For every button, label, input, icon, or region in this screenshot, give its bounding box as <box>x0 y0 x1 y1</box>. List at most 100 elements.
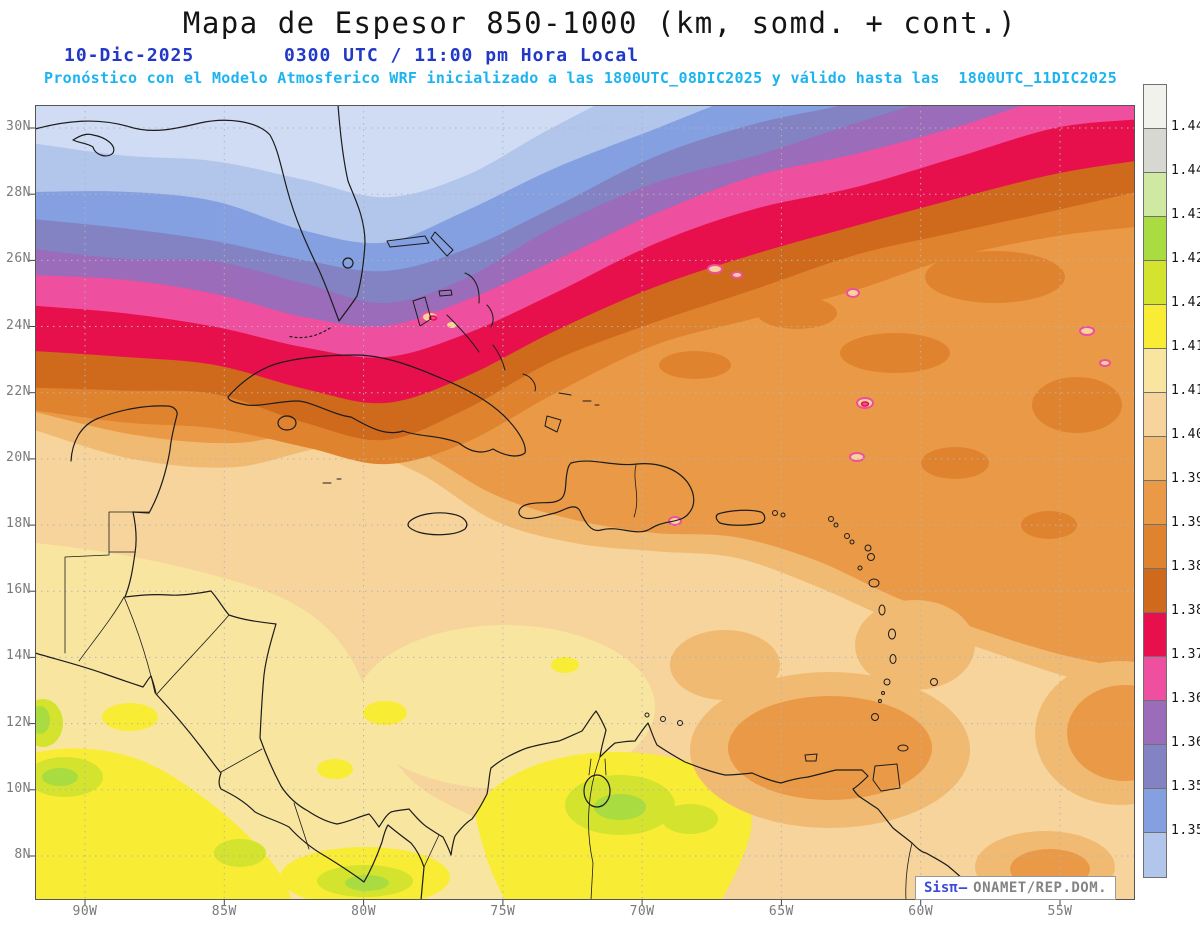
colorbar-swatch <box>1144 701 1166 745</box>
coastline-jamaica <box>407 512 468 536</box>
lon-tick-label: 70W <box>629 904 655 919</box>
lon-tick-label: 75W <box>490 904 516 919</box>
lon-tick-label: 60W <box>908 904 934 919</box>
lon-tick-label: 65W <box>768 904 794 919</box>
coastline-puerto-rico <box>715 509 766 526</box>
contour-patch <box>551 657 579 673</box>
coastline-central-america <box>70 405 980 900</box>
coastline-cuba <box>227 354 526 457</box>
contour-blob <box>1067 685 1135 781</box>
colorbar-value: 1.368 <box>1171 691 1200 706</box>
lon-tick-label: 80W <box>351 904 377 919</box>
thickness-bands <box>35 105 1135 696</box>
contour-patch <box>355 625 655 789</box>
contour-ring <box>731 271 743 279</box>
colorbar-value: 1.404 <box>1171 427 1200 442</box>
contour-patch <box>42 768 78 786</box>
isla-juventud <box>277 415 297 431</box>
contour-blob <box>1032 377 1122 433</box>
valid-time: 0300 UTC / 11:00 pm Hora Local <box>284 45 640 66</box>
colorbar-value: 1.422 <box>1171 295 1200 310</box>
colorbar-swatch <box>1144 393 1166 437</box>
watermark-separator: — <box>958 880 968 896</box>
watermark: Sisπ — ONAMET/REP.DOM. <box>915 876 1117 900</box>
lat-tick-label: 18N <box>6 516 31 532</box>
colorbar-value: 1.428 <box>1171 251 1200 266</box>
contour-blob <box>925 251 1065 303</box>
page-title: Mapa de Espesor 850-1000 (km, somd. + co… <box>182 6 1018 40</box>
coastline-lesser-antilles <box>644 510 938 792</box>
watermark-org: ONAMET/REP.DOM. <box>973 880 1108 896</box>
lon-tick-label: 85W <box>211 904 237 919</box>
colorbar-value: 1.41 <box>1171 383 1200 398</box>
colorbar-swatch <box>1144 217 1166 261</box>
colorbar-swatch <box>1144 129 1166 173</box>
contour-ring <box>707 264 723 274</box>
map-border <box>35 105 1135 900</box>
lake-okeechobee <box>342 257 354 269</box>
colorbar-value: 1.38 <box>1171 603 1200 618</box>
coastline-caymans <box>322 478 342 484</box>
colorbar-swatch <box>1144 525 1166 569</box>
contour-blob <box>840 333 950 373</box>
contour-blob <box>670 630 780 700</box>
colorbar-value: 1.362 <box>1171 735 1200 750</box>
lat-tick-label: 12N <box>6 714 31 730</box>
coastline-gulf-florida <box>35 105 366 322</box>
colorbar-value: 1.35 <box>1171 823 1200 838</box>
coastlines <box>35 105 980 900</box>
map-canvas <box>29 105 1135 906</box>
lat-tick-label: 8N <box>14 847 31 862</box>
contour-ring <box>1079 326 1095 336</box>
colorbar-value: 1.356 <box>1171 779 1200 794</box>
colorbar-swatch <box>1144 833 1166 877</box>
lat-tick-label: 26N <box>6 251 31 267</box>
lat-tick-label: 20N <box>6 449 31 465</box>
southeast-orange-blobs <box>670 600 1135 900</box>
lat-tick-label: 28N <box>6 185 31 201</box>
colorbar-swatch <box>1144 481 1166 525</box>
colorbar-swatch <box>1144 173 1166 217</box>
contour-patch <box>662 804 718 834</box>
contour-blob <box>757 297 837 329</box>
coastline-florida-keys <box>287 327 331 339</box>
colorbar-swatch <box>1144 305 1166 349</box>
colorbar-value: 1.392 <box>1171 515 1200 530</box>
contour-ring <box>849 452 865 462</box>
forecast-description: Pronóstico con el Modelo Atmosferico WRF… <box>44 69 1118 87</box>
colorbar-swatch <box>1144 437 1166 481</box>
colorbar-swatch <box>1144 85 1166 129</box>
contour-blob <box>659 351 731 379</box>
colorbar-swatch <box>1144 349 1166 393</box>
colorbar <box>1143 84 1167 878</box>
contour-patch <box>102 703 158 731</box>
colorbar-value: 1.446 <box>1171 119 1200 134</box>
contour-patch <box>594 794 646 820</box>
southern-warm-patches <box>35 543 752 900</box>
lat-tick-label: 24N <box>6 317 31 333</box>
colorbar-value: 1.386 <box>1171 559 1200 574</box>
colorbar-swatch <box>1144 789 1166 833</box>
coastline-mississippi-delta <box>72 133 115 157</box>
lon-tick-label: 55W <box>1047 904 1073 919</box>
colorbar-value: 1.398 <box>1171 471 1200 486</box>
contour-patch <box>345 875 389 891</box>
contour-patch <box>317 759 353 779</box>
lon-tick-label: 90W <box>72 904 98 919</box>
lat-tick-label: 14N <box>6 648 31 664</box>
contour-blob <box>855 600 975 690</box>
lat-tick-label: 22N <box>6 383 31 399</box>
contour-patch <box>35 706 50 734</box>
watermark-brand: Sisπ <box>924 880 958 896</box>
country-borders <box>64 464 913 900</box>
contour-ring <box>846 288 860 298</box>
colorbar-swatch <box>1144 613 1166 657</box>
small-contour-rings <box>421 264 1111 526</box>
coastline-hispaniola <box>518 460 695 533</box>
lake-maracaibo <box>583 774 611 808</box>
contour-patch <box>214 839 266 867</box>
colorbar-swatch <box>1144 745 1166 789</box>
valid-date: 10-Dic-2025 <box>64 45 195 66</box>
contour-ring <box>860 401 870 407</box>
